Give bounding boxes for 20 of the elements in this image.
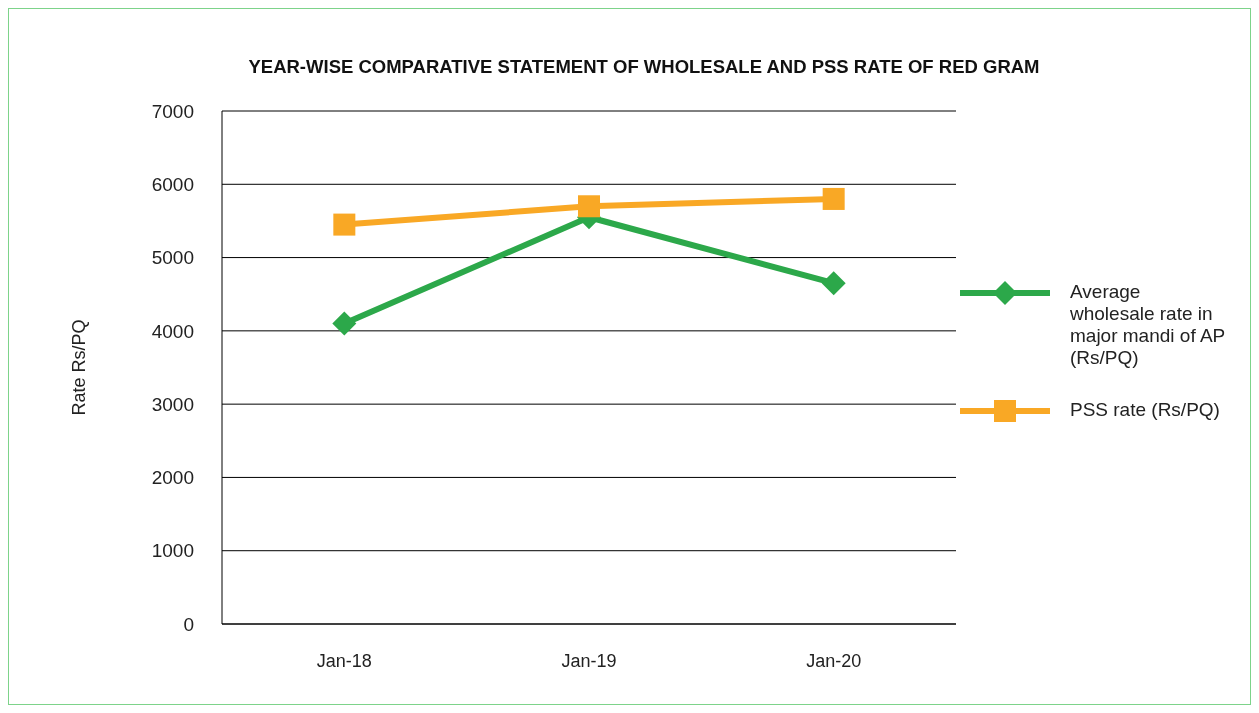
y-tick-label: 3000 xyxy=(151,393,194,415)
chart-title: YEAR-WISE COMPARATIVE STATEMENT OF WHOLESALE AND PSS RATE OF RED GRAM xyxy=(247,56,1041,78)
point xyxy=(822,187,845,210)
point xyxy=(333,213,356,236)
legend-label: Average wholesale rate in major mandi of AP (Rs/PQ) xyxy=(1070,281,1226,369)
y-tick-label: 7000 xyxy=(151,100,194,122)
x-tick-label: Jan-18 xyxy=(316,650,372,671)
point xyxy=(578,195,600,218)
y-tick-label: 6000 xyxy=(151,174,194,196)
y-tick-label: 1000 xyxy=(151,540,194,562)
x-tick-label: Jan-19 xyxy=(561,650,617,671)
x-tick-label: Jan-20 xyxy=(806,650,862,671)
y-tick-label: 5000 xyxy=(151,247,194,269)
legend-label: PSS rate (Rs/PQ) xyxy=(1070,399,1221,421)
y-axis-title: Rate Rs/PQ xyxy=(69,319,90,416)
y-tick-label: 2000 xyxy=(151,467,194,489)
y-tick-label: 0 xyxy=(183,613,194,635)
y-tick-label: 4000 xyxy=(151,320,194,342)
point xyxy=(332,311,357,336)
point xyxy=(821,271,846,296)
